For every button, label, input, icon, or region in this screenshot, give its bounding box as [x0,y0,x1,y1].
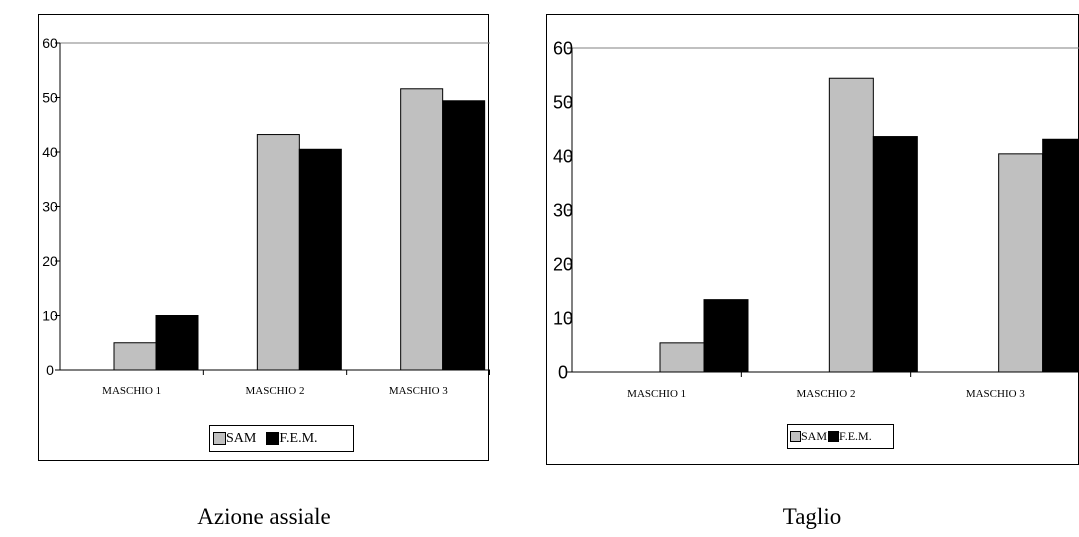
bar-sam-3 [400,88,444,371]
chart-1-legend: SAM F.E.M. [209,425,354,452]
x-tick-label: MASCHIO 1 [102,385,161,397]
y-tick-label: 30 [553,200,573,220]
chart-azione-assiale: MASCHIO 1 MASCHIO 2 MASCHIO 3 0 10 20 30 40 50 60… [38,14,490,461]
y-tick-label: 0 [46,362,54,378]
legend-swatch-sam [213,432,226,445]
y-tick-label: 0 [558,362,568,382]
chart-2-legend: SAM F.E.M. [787,424,894,449]
caption-azione-assiale: Azione assiale [197,504,331,529]
y-tick-label: 60 [42,35,58,51]
bar-sam-3 [998,153,1044,373]
bar-fem-2 [298,148,342,371]
bar-fem-1 [703,299,749,373]
legend-label-sam: SAM [801,429,828,443]
y-tick-label: 20 [553,254,573,274]
chart-2-plot: MASCHIO 1 MASCHIO 2 MASCHIO 3 0 10 20 30 40 50 60 [553,38,1079,400]
y-tick-label: 10 [553,308,573,328]
x-tick-label: MASCHIO 2 [797,388,856,400]
bar-fem-2 [872,136,918,373]
legend-label-sam: SAM [226,430,257,446]
bar-sam-1 [659,342,705,373]
y-tick-label: 50 [42,90,58,106]
chart-taglio: MASCHIO 1 MASCHIO 2 MASCHIO 3 0 10 20 30 40 50 60… [546,14,1079,465]
legend-swatch-sam [790,431,801,442]
chart-1-plot: MASCHIO 1 MASCHIO 2 MASCHIO 3 0 10 20 30 40 50 60 [42,35,490,397]
y-tick-label: 10 [42,308,58,324]
legend-swatch-fem [266,432,280,445]
bar-sam-1 [113,342,157,371]
legend-label-fem: F.E.M. [839,429,872,443]
x-tick-label: MASCHIO 2 [246,385,305,397]
y-tick-label: 40 [42,144,58,160]
bar-sam-2 [828,77,874,373]
bar-sam-2 [256,134,300,371]
bar-fem-3 [442,100,486,371]
y-tick-label: 20 [42,253,58,269]
y-tick-label: 50 [553,92,573,112]
x-tick-label: MASCHIO 1 [627,388,686,400]
x-tick-label: MASCHIO 3 [389,385,448,397]
bar-fem-1 [155,315,199,371]
y-tick-label: 30 [42,199,58,215]
bar-fem-3 [1042,138,1079,373]
y-tick-label: 40 [553,146,573,166]
y-tick-label: 60 [553,38,573,58]
caption-taglio: Taglio [782,504,842,529]
legend-swatch-fem [828,431,840,442]
legend-label-fem: F.E.M. [279,430,318,446]
x-tick-label: MASCHIO 3 [966,388,1025,400]
